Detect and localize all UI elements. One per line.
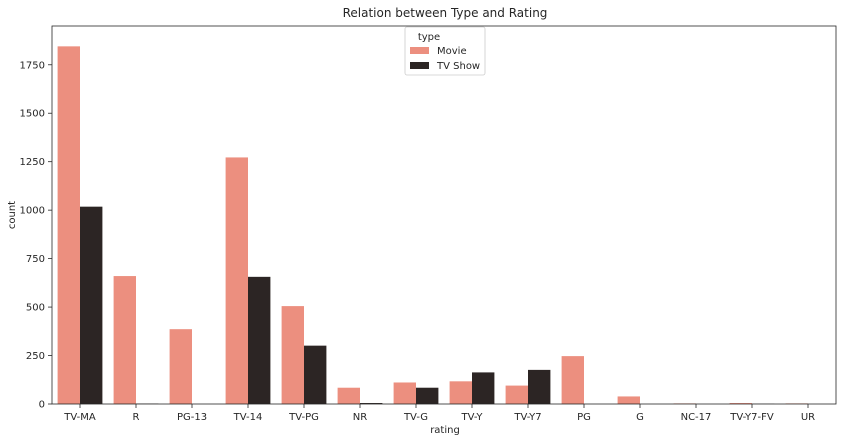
y-axis-ticks: 0 250 500 750 1000 1250 1500 1750 [20,60,52,411]
x-tick-label-g: G [636,412,644,423]
bar-movie-tv-pg [281,306,304,404]
bar-movie-tv-y7-fv [729,403,752,404]
x-tick-label-pg: PG [577,412,591,423]
bar-tv-show-tv-g [416,387,439,404]
legend-swatch-tv-show [410,62,429,69]
x-axis-ticks: TV-MA R PG-13 TV-14 TV-PG NR TV-G TV-Y TV-Y7 PG G N… [63,404,815,423]
bars-group [57,46,808,404]
legend-label-tv-show: TV Show [436,61,480,72]
bar-movie-r [113,276,136,404]
chart-title: Relation between Type and Rating [343,6,548,20]
bar-tv-show-tv-14 [248,276,271,404]
y-tick-label-1500: 1500 [20,109,45,120]
x-tick-label-nr: NR [353,412,367,423]
x-tick-label-r: R [133,412,140,423]
y-tick-label-750: 750 [26,254,45,265]
x-tick-label-nc-17: NC-17 [681,412,712,423]
bar-movie-tv-y7 [505,385,528,404]
x-tick-label-tv-g: TV-G [403,412,428,423]
bar-movie-nr [337,387,360,404]
bar-movie-tv-14 [225,157,248,404]
y-tick-label-1000: 1000 [20,206,45,217]
bar-tv-show-tv-pg [304,345,327,404]
legend-title: type [418,32,440,43]
bar-movie-pg [561,356,584,404]
legend: type Movie TV Show [404,26,486,76]
legend-label-movie: Movie [437,46,467,57]
bar-movie-tv-y [449,381,472,404]
y-tick-label-1750: 1750 [20,60,45,71]
bar-movie-tv-ma [57,46,80,404]
y-tick-label-250: 250 [26,351,45,362]
bar-tv-show-tv-y7 [528,369,551,404]
x-tick-label-tv-y7-fv: TV-Y7-FV [729,412,774,423]
x-tick-label-tv-ma: TV-MA [63,412,96,423]
bar-movie-pg-13 [169,329,192,404]
y-tick-label-0: 0 [39,400,45,411]
x-tick-label-ur: UR [801,412,815,423]
bar-movie-g [617,396,640,404]
plot-frame [51,25,837,405]
y-tick-label-500: 500 [26,303,45,314]
x-tick-label-pg-13: PG-13 [177,412,207,423]
bar-tv-show-nr [360,403,383,404]
x-tick-label-tv-y7: TV-Y7 [513,412,541,423]
x-tick-label-tv-pg: TV-PG [288,412,319,423]
bar-tv-show-tv-y [472,372,495,404]
bar-tv-show-tv-ma [80,206,103,404]
x-axis-label: rating [430,425,460,436]
legend-swatch-movie [410,47,429,54]
y-tick-label-1250: 1250 [20,157,45,168]
x-tick-label-tv-14: TV-14 [233,412,263,423]
bar-movie-tv-g [393,382,416,404]
x-tick-label-tv-y: TV-Y [461,412,484,423]
y-axis-label: count [7,201,18,229]
